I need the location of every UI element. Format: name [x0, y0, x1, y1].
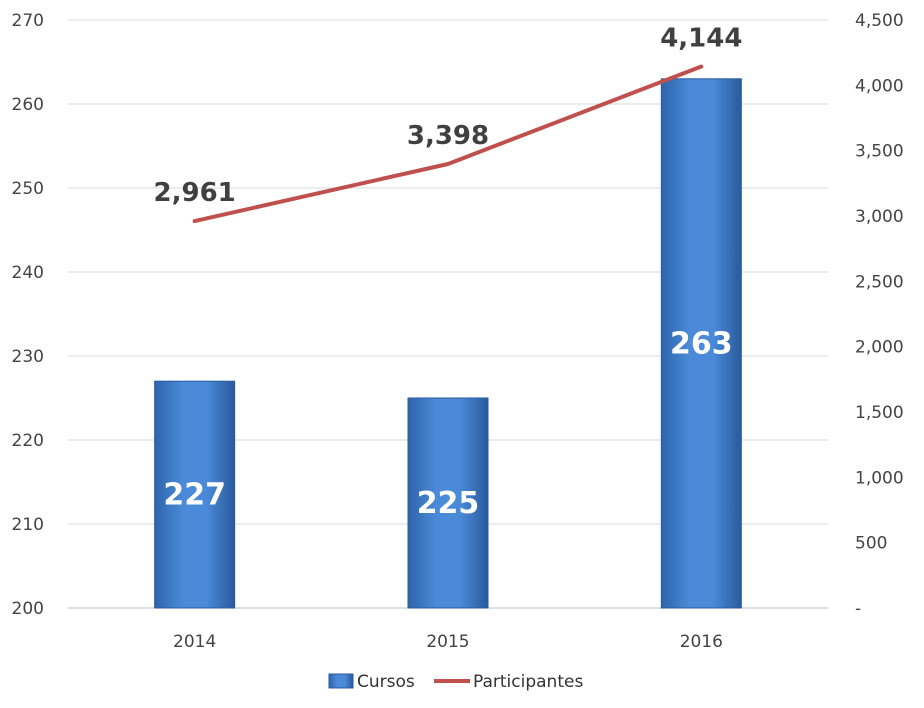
left-axis-tick-label: 250	[12, 179, 44, 199]
right-axis-tick-label: 4,000	[855, 76, 904, 96]
right-axis-tick-label: -	[855, 599, 861, 619]
line-data-label: 4,144	[660, 24, 742, 54]
right-axis-tick-label: 1,000	[855, 468, 904, 488]
bar-series-cursos	[154, 78, 742, 609]
left-axis-tick-label: 240	[12, 263, 44, 283]
right-axis-tick-label: 2,000	[855, 338, 904, 358]
x-axis-tick-label: 2014	[173, 632, 216, 652]
right-axis-tick-label: 4,500	[855, 11, 904, 31]
left-axis-tick-label: 230	[12, 347, 44, 367]
left-axis-tick-label: 210	[12, 515, 44, 535]
right-y-axis: - 500 1,000 1,500 2,000 2,500 3,000 3,500 4,000 4…	[855, 11, 904, 619]
right-axis-tick-label: 1,500	[855, 403, 904, 423]
left-axis-tick-label: 200	[12, 599, 44, 619]
legend-swatch-cursos	[328, 673, 354, 689]
x-axis-tick-label: 2015	[426, 632, 469, 652]
left-axis-tick-label: 260	[12, 95, 44, 115]
right-axis-tick-label: 3,000	[855, 207, 904, 227]
bar	[154, 380, 236, 609]
x-axis: 2014 2015 2016	[173, 632, 723, 652]
line-data-label: 2,961	[154, 178, 236, 208]
bar	[660, 78, 742, 609]
right-axis-tick-label: 500	[855, 534, 887, 554]
legend: Cursos Participantes	[328, 672, 583, 692]
legend-label-participantes: Participantes	[473, 672, 583, 692]
bar-data-label: 225	[417, 486, 480, 521]
left-axis-tick-label: 220	[12, 431, 44, 451]
x-axis-tick-label: 2016	[680, 632, 723, 652]
line-series-participantes	[192, 64, 704, 224]
legend-label-cursos: Cursos	[357, 672, 415, 692]
right-axis-tick-label: 3,500	[855, 142, 904, 162]
line-data-label: 3,398	[407, 121, 489, 151]
right-axis-tick-label: 2,500	[855, 272, 904, 292]
left-axis-tick-label: 270	[12, 11, 44, 31]
data-labels: 227 225 263 2,961 3,398 4,144	[154, 24, 743, 521]
left-y-axis: 200 210 220 230 240 250 260 270	[12, 11, 44, 619]
bar-data-label: 227	[163, 478, 226, 513]
bar-data-label: 263	[670, 326, 733, 361]
bar	[407, 397, 489, 609]
